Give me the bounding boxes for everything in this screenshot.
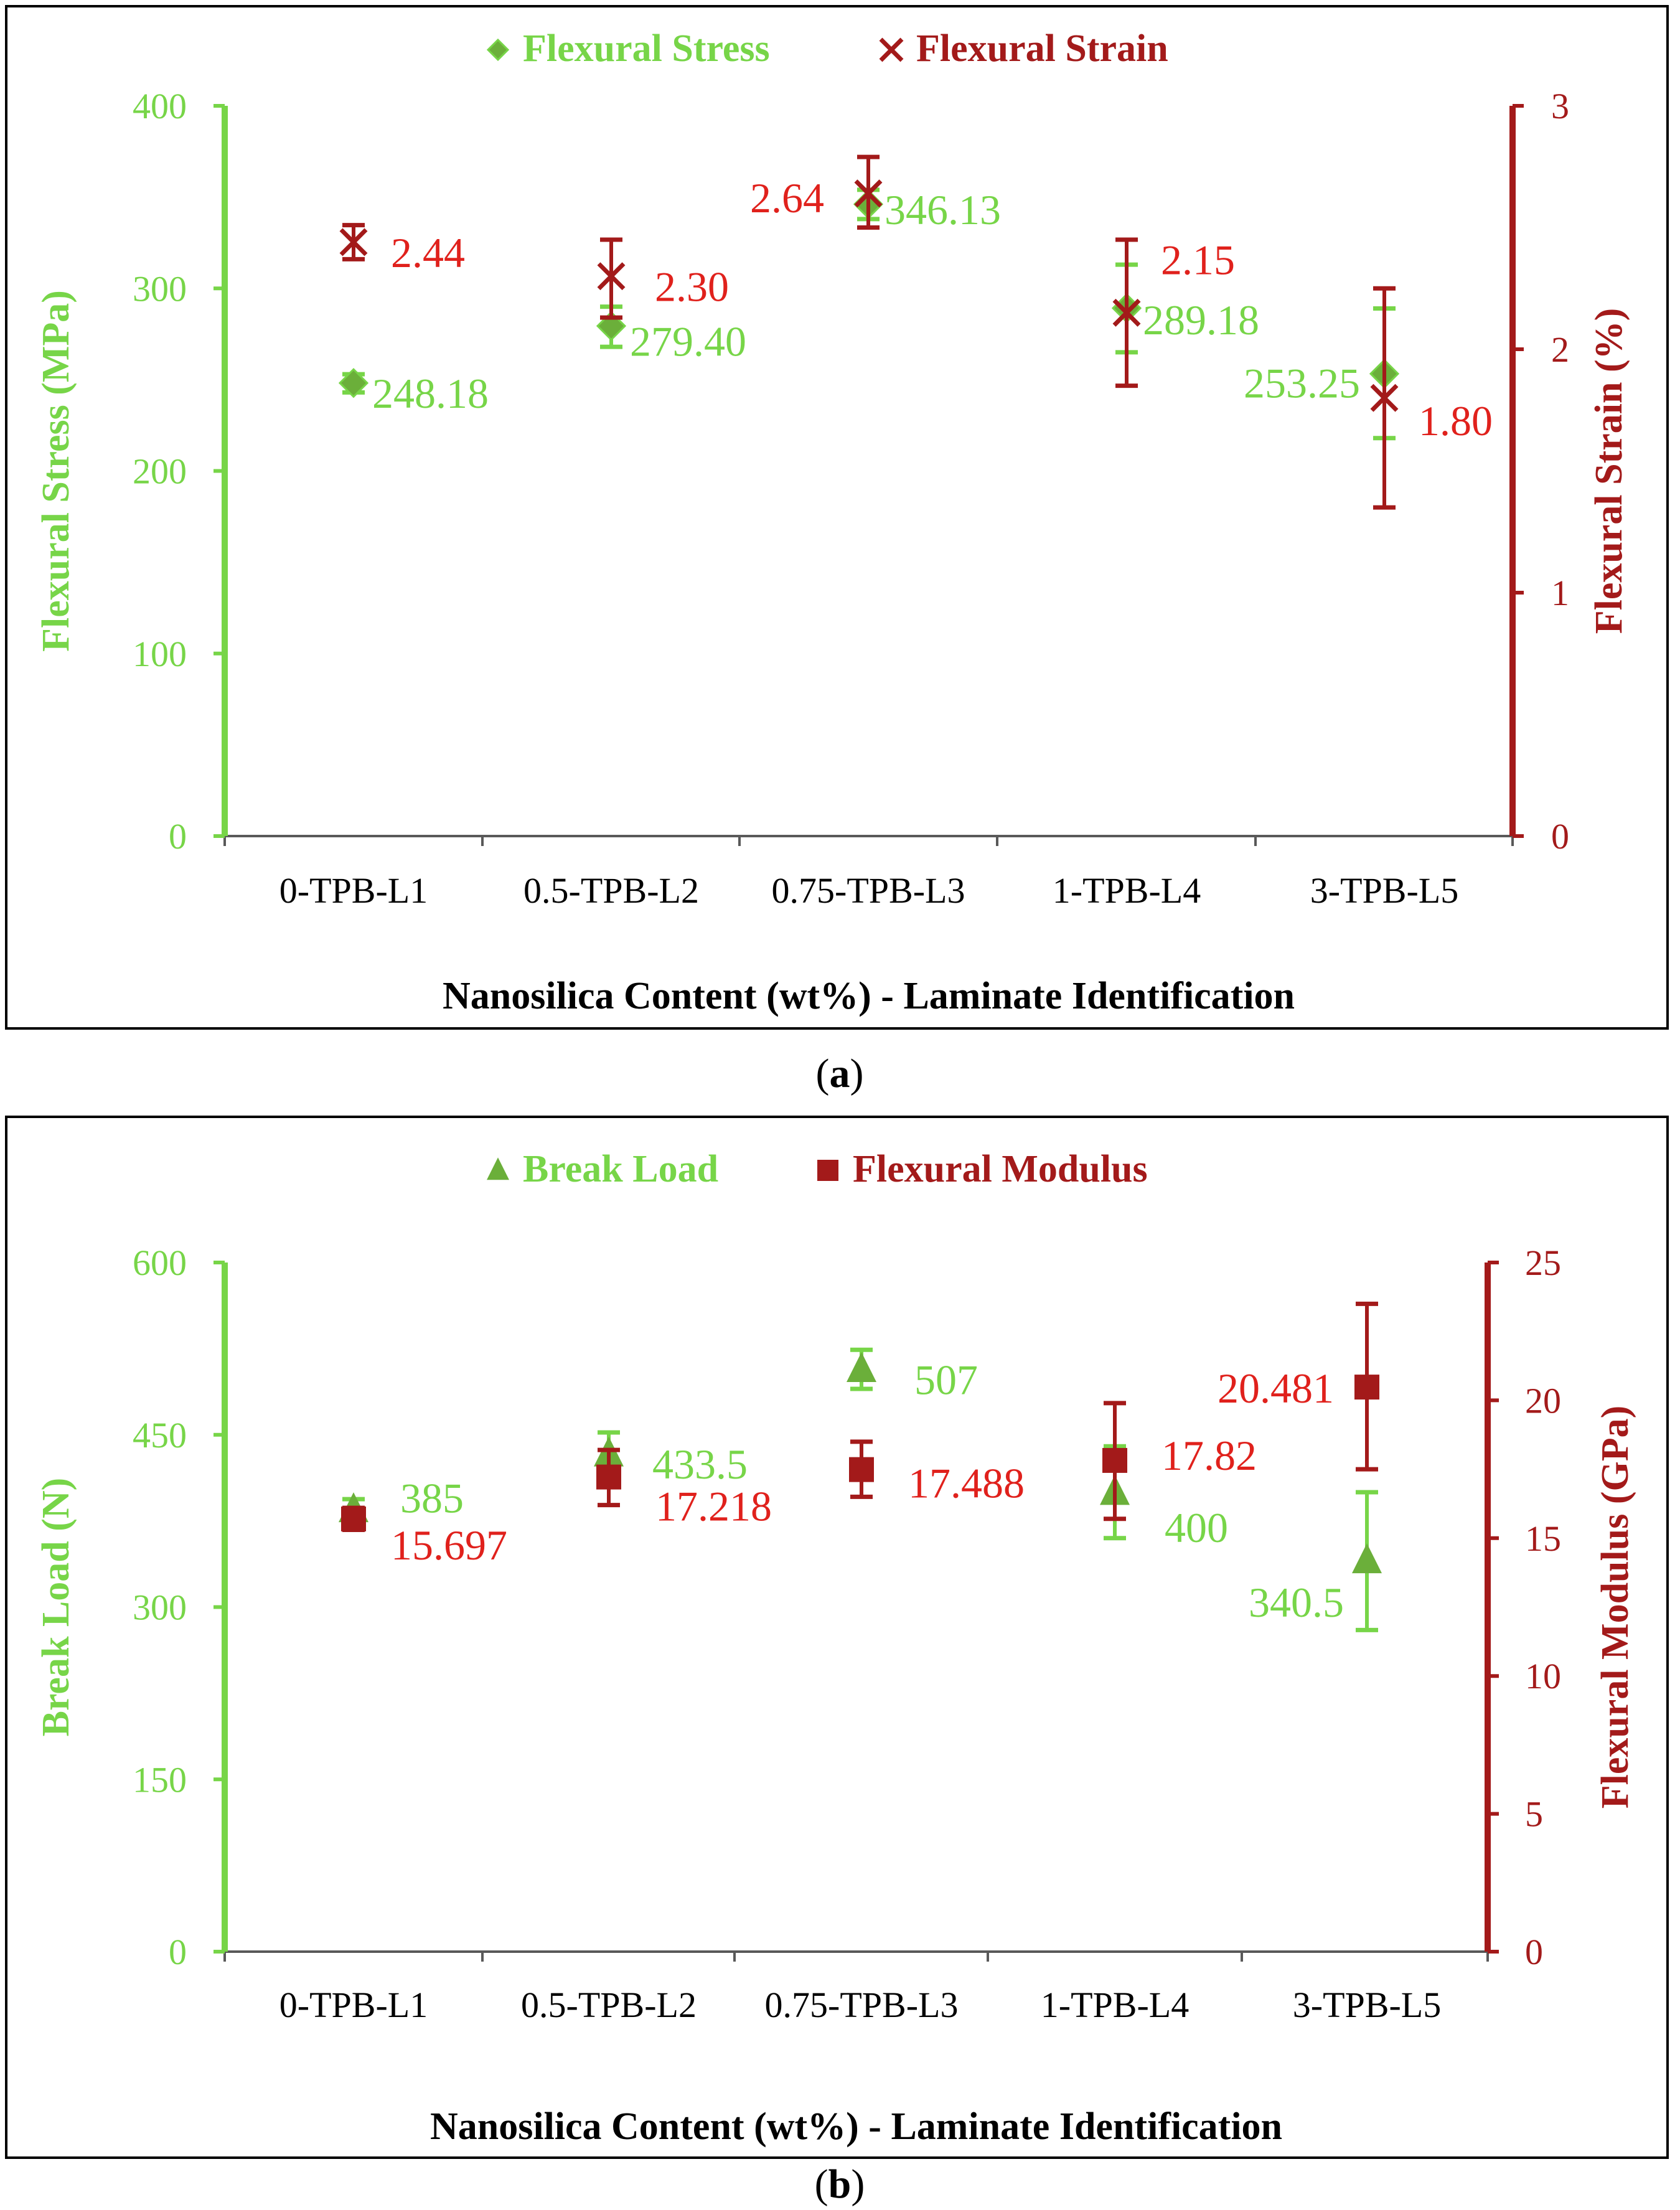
panel-frame [5,5,1669,1030]
data-label: 385 [400,1475,464,1522]
chart-panel-a: 0-TPB-L1 0.5-TPB-L2 0.75-TPB-L3 1-TPB-L4 3-T… [5,5,1669,1030]
x-tick-label: 0.75-TPB-L3 [765,1985,959,2025]
x-axis-title: Nanosilica Content (wt%) - Laminate Iden… [443,975,1295,1017]
x-tick-label: 3-TPB-L5 [1310,870,1458,911]
left-tick-label: 0 [169,1932,187,1972]
square-icon [817,1160,838,1181]
data-label: 17.488 [908,1460,1025,1507]
data-point-modulus [1354,1375,1379,1400]
data-point-break-load [1352,1543,1382,1574]
data-point-strain [854,179,883,208]
data-label: 17.218 [655,1483,772,1530]
x-tick-label: 0-TPB-L1 [279,1985,428,2025]
data-point-strain [1370,383,1399,412]
data-label: 507 [914,1357,978,1404]
x-tick-label: 1-TPB-L4 [1041,1985,1189,2025]
left-tick-label: 400 [133,86,187,126]
data-label: 2.64 [750,174,824,222]
data-label: 253.25 [1244,359,1360,407]
data-point-stress [338,368,369,398]
right-tick-label: 25 [1525,1243,1561,1283]
left-tick-label: 0 [169,816,187,857]
left-axis-title: Flexural Stress (MPa) [35,290,77,652]
x-axis-title: Nanosilica Content (wt%) - Laminate Iden… [430,2105,1282,2148]
chart-panel-b: 0-TPB-L1 0.5-TPB-L2 0.75-TPB-L3 1-TPB-L4 3-T… [5,1116,1669,2159]
data-point-strain [1112,298,1141,327]
x-tick-label: 3-TPB-L5 [1293,1985,1441,2025]
data-point-strain [339,228,368,256]
legend-label: Break Load [523,1148,718,1190]
right-tick-label: 0 [1525,1932,1543,1972]
data-label: 433.5 [652,1441,748,1488]
legend-label: Flexural Stress [523,27,770,70]
left-axis-title: Break Load (N) [35,1478,77,1737]
left-tick-label: 300 [133,268,187,309]
legend-label: Flexural Strain [916,27,1168,70]
data-point-modulus [1102,1447,1127,1473]
data-point-break-load [847,1352,876,1382]
data-label: 340.5 [1249,1579,1344,1626]
data-label: 279.40 [630,318,746,365]
left-tick-label: 450 [133,1415,187,1455]
right-axis-title: Flexural Modulus (GPa) [1594,1406,1636,1809]
data-label: 346.13 [885,186,1001,233]
left-tick-label: 100 [133,634,187,674]
x-tick-label: 0.75-TPB-L3 [772,870,965,911]
right-tick-label: 10 [1525,1656,1561,1696]
data-label: 2.44 [391,229,465,276]
x-tick-label: 0.5-TPB-L2 [523,870,699,911]
data-point-modulus [596,1464,621,1490]
data-label: 15.697 [391,1521,507,1569]
data-label: 17.82 [1161,1432,1257,1479]
right-tick-label: 0 [1551,816,1569,857]
right-tick-label: 2 [1551,329,1569,370]
left-tick-label: 150 [133,1759,187,1800]
panel-frame [5,1116,1669,2159]
left-tick-label: 600 [133,1243,187,1283]
triangle-icon [487,1157,509,1180]
data-point-modulus [341,1506,366,1531]
x-tick-label: 0.5-TPB-L2 [521,1985,697,2025]
data-label: 289.18 [1143,296,1259,344]
right-tick-label: 1 [1551,573,1569,613]
data-label: 2.30 [655,263,729,311]
diamond-icon [486,38,510,62]
right-tick-label: 3 [1551,86,1569,126]
right-tick-label: 20 [1525,1380,1561,1421]
caption-b: (b) [815,2161,865,2207]
data-label: 2.15 [1161,236,1235,283]
data-label: 400 [1165,1504,1228,1551]
data-label: 1.80 [1419,397,1493,444]
right-axis-title: Flexural Strain (%) [1588,308,1630,634]
left-tick-label: 300 [133,1587,187,1628]
x-tick-label: 0-TPB-L1 [279,870,428,911]
caption-a: (a) [816,1051,864,1096]
x-tick-label: 1-TPB-L4 [1053,870,1201,911]
right-tick-label: 5 [1525,1794,1543,1835]
right-tick-label: 15 [1525,1518,1561,1559]
legend-label: Flexural Modulus [853,1148,1148,1190]
data-point-strain [597,262,626,291]
left-tick-label: 200 [133,451,187,492]
data-label: 20.481 [1218,1365,1334,1412]
data-point-modulus [849,1457,874,1482]
data-label: 248.18 [372,370,489,417]
x-mark-icon [879,37,904,62]
